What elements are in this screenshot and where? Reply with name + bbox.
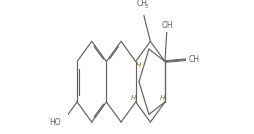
Text: H: H	[136, 62, 141, 68]
Text: CH: CH	[137, 0, 148, 8]
Text: CH: CH	[188, 55, 199, 64]
Text: 3: 3	[145, 4, 148, 9]
Text: H: H	[131, 95, 136, 101]
Text: HO: HO	[50, 118, 61, 127]
Text: H: H	[160, 95, 165, 101]
Text: OH: OH	[162, 21, 173, 30]
